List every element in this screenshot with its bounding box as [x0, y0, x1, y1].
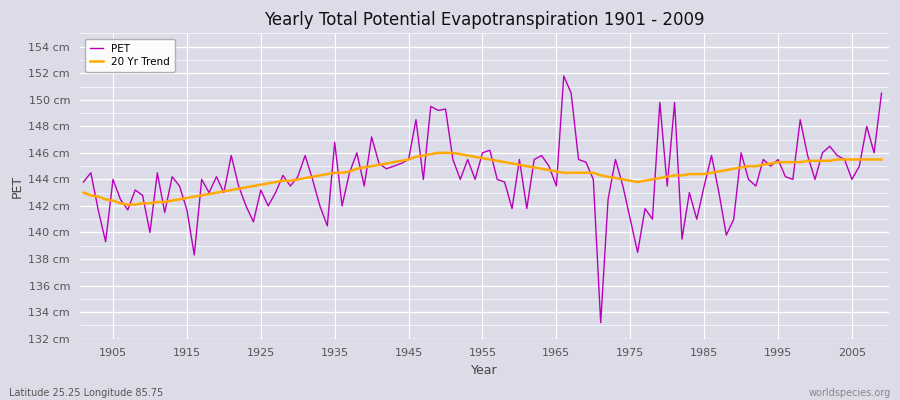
Text: worldspecies.org: worldspecies.org [809, 388, 891, 398]
PET [78, 180, 89, 184]
PET [514, 157, 525, 162]
PET [595, 320, 606, 325]
Y-axis label: PET: PET [11, 174, 24, 198]
20 Yr Trend [122, 202, 133, 207]
PET [344, 170, 355, 175]
Line: PET: PET [84, 76, 881, 323]
20 Yr Trend [433, 150, 444, 155]
PET [300, 153, 310, 158]
PET [617, 184, 628, 188]
X-axis label: Year: Year [471, 364, 498, 377]
PET [558, 74, 569, 78]
Legend: PET, 20 Yr Trend: PET, 20 Yr Trend [85, 39, 175, 72]
20 Yr Trend [352, 166, 363, 171]
Line: 20 Yr Trend: 20 Yr Trend [84, 153, 881, 205]
PET [137, 193, 148, 198]
Title: Yearly Total Potential Evapotranspiration 1901 - 2009: Yearly Total Potential Evapotranspiratio… [264, 11, 705, 29]
PET [876, 91, 886, 96]
20 Yr Trend [617, 177, 628, 182]
20 Yr Trend [529, 165, 540, 170]
20 Yr Trend [521, 164, 532, 168]
Text: Latitude 25.25 Longitude 85.75: Latitude 25.25 Longitude 85.75 [9, 388, 163, 398]
PET [507, 206, 517, 211]
20 Yr Trend [145, 201, 156, 206]
20 Yr Trend [307, 174, 318, 179]
20 Yr Trend [78, 190, 89, 195]
20 Yr Trend [876, 157, 886, 162]
